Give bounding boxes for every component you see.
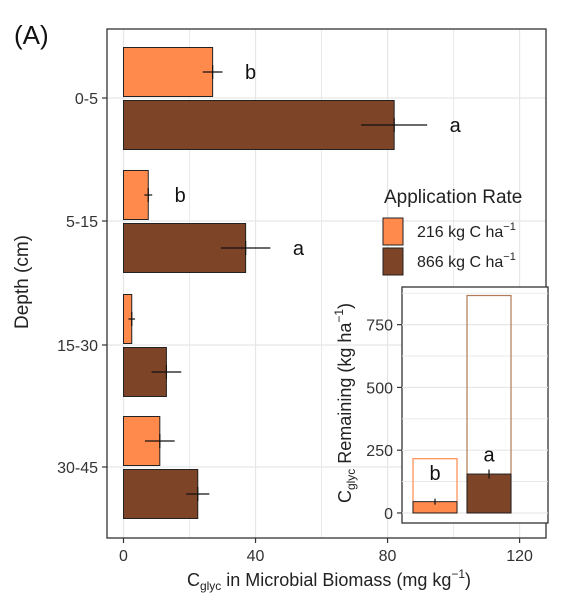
legend-swatch-216 — [382, 217, 404, 246]
bar-216-0-5 — [123, 47, 214, 97]
inset-y-tick-label: 250 — [366, 443, 393, 460]
legend-label-866-sup: −1 — [503, 251, 516, 263]
x-tick-label: 80 — [379, 548, 397, 565]
inset-y-tick-label: 0 — [384, 506, 393, 523]
legend-title: Application Rate — [384, 187, 522, 208]
significance-letter: a — [293, 238, 305, 260]
panel-label: (A) — [14, 20, 49, 50]
x-axis-title-sup: −1 — [451, 567, 465, 581]
significance-letter: a — [450, 115, 462, 137]
inset-y-tick-label: 750 — [366, 318, 393, 335]
inset-significance-letter: b — [429, 463, 440, 485]
inset-significance-letter: a — [483, 445, 495, 467]
main-error-bars — [128, 65, 428, 501]
inset-bars — [412, 294, 512, 514]
inset-significance-letters: ba — [429, 445, 495, 485]
y-axis-ticks: 0-5 5-15 15-30 30-45 — [57, 91, 107, 477]
inset-y-title-sup: −1 — [332, 309, 346, 323]
inset-remaining-bar — [466, 473, 512, 514]
inset-y-axis-title: Cglyc Remaining (kg ha−1) — [332, 303, 358, 503]
inset-y-tick-label: 500 — [366, 380, 393, 397]
bar-866-0-5 — [123, 100, 395, 150]
x-tick-label: 40 — [247, 548, 265, 565]
y-axis-title: Depth (cm) — [12, 235, 33, 329]
x-tick-label: 0 — [119, 548, 128, 565]
x-axis-ticks: 0 40 80 120 — [119, 538, 533, 565]
main-bars — [123, 47, 395, 519]
legend-label-866: 866 kg C ha−1 — [417, 251, 516, 271]
inset-y-axis-ticks: 0 250 500 750 — [366, 318, 402, 523]
y-tick-label: 5-15 — [66, 214, 98, 231]
legend-label-866-text: 866 kg C ha — [417, 254, 503, 271]
inset-y-title-main: Remaining (kg ha — [335, 322, 355, 469]
inset-y-title-pre: C — [335, 490, 355, 503]
y-tick-label: 15-30 — [57, 338, 98, 355]
significance-letter: b — [175, 185, 186, 207]
y-tick-label: 0-5 — [75, 91, 98, 108]
significance-letter: b — [245, 62, 256, 84]
legend: Application Rate 216 kg C ha−1 866 kg C … — [382, 187, 522, 276]
bar-866-30-45 — [123, 469, 199, 519]
inset-error-bars — [434, 469, 490, 505]
x-tick-label: 120 — [506, 548, 533, 565]
legend-label-216-sup: −1 — [503, 221, 516, 233]
x-axis-title-main: in Microbial Biomass (mg kg — [221, 570, 451, 590]
main-significance-letters: b a b a — [175, 62, 462, 260]
y-tick-label: 30-45 — [57, 460, 98, 477]
inset-y-title-close: ) — [335, 303, 355, 309]
legend-label-216: 216 kg C ha−1 — [417, 221, 516, 241]
x-axis-title-close: ) — [465, 570, 471, 590]
main-plot-frame — [106, 28, 547, 539]
x-axis-title: Cglyc in Microbial Biomass (mg kg−1) — [187, 567, 471, 593]
x-axis-title-pre: C — [187, 570, 200, 590]
legend-label-216-text: 216 kg C ha — [417, 224, 503, 241]
x-axis-title-sub: glyc — [200, 579, 221, 593]
legend-swatch-866 — [382, 247, 404, 276]
inset-y-title-sub: glyc — [344, 469, 358, 490]
